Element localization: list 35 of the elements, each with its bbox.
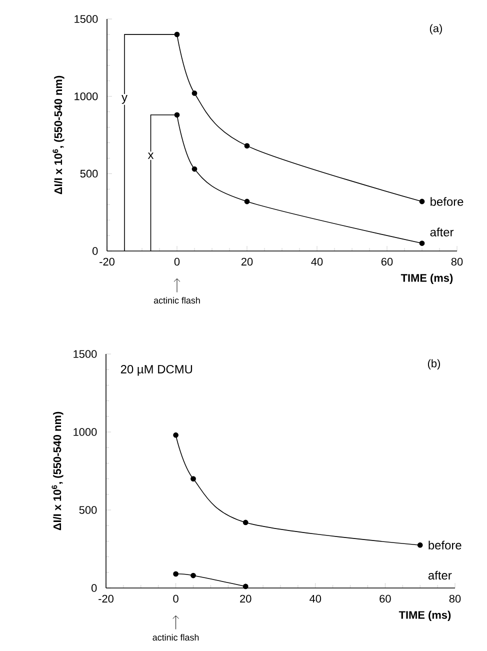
- x-axis-title: TIME (ms): [400, 274, 453, 284]
- x-tick-label: 80: [451, 258, 463, 266]
- x-tick-label: 20: [241, 258, 253, 266]
- y-tick-label: 1500: [74, 350, 97, 358]
- x-tick-label: 60: [380, 594, 391, 603]
- annotation: 20 µM DCMU: [120, 364, 192, 376]
- text: actinic flash: [154, 297, 200, 304]
- x-tick-label: 80: [449, 594, 461, 603]
- y-tick-label: 1000: [74, 428, 97, 436]
- y-tick-label: 0: [91, 584, 97, 592]
- y-tick-label: 500: [80, 170, 98, 178]
- x-tick-label: -20: [100, 258, 114, 266]
- series-label: x: [148, 152, 154, 159]
- series-label: after: [430, 228, 454, 236]
- y-tick-label: 1000: [74, 92, 98, 100]
- x-tick-label: 20: [240, 594, 252, 603]
- series-label: y: [122, 95, 128, 104]
- y-tick-label: 500: [79, 506, 97, 514]
- text: actinic flash: [152, 634, 199, 641]
- x-tick-label: -20: [98, 594, 114, 603]
- y-tick-label: 1500: [74, 15, 98, 23]
- y-axis-title: ΔI/I x 10$^{6}$, (550-540 nm): [52, 76, 64, 194]
- chart-title: (a): [430, 24, 442, 34]
- x-tick-label: 40: [311, 258, 323, 266]
- x-tick-label: 40: [310, 594, 322, 603]
- x-tick-label: 60: [381, 258, 393, 266]
- chart-title: (b): [428, 359, 440, 370]
- y-axis-title: ΔI/I x 10$^{6}$, (550-540 nm): [52, 412, 64, 530]
- text: after: [428, 570, 452, 580]
- x-tick-label: 0: [173, 594, 178, 603]
- y-tick-label: 0: [92, 247, 98, 255]
- series-label: before: [428, 540, 462, 550]
- series-label: before: [430, 197, 464, 206]
- x-tick-label: 0: [174, 258, 180, 266]
- x-axis-title: TIME (ms): [398, 610, 451, 621]
